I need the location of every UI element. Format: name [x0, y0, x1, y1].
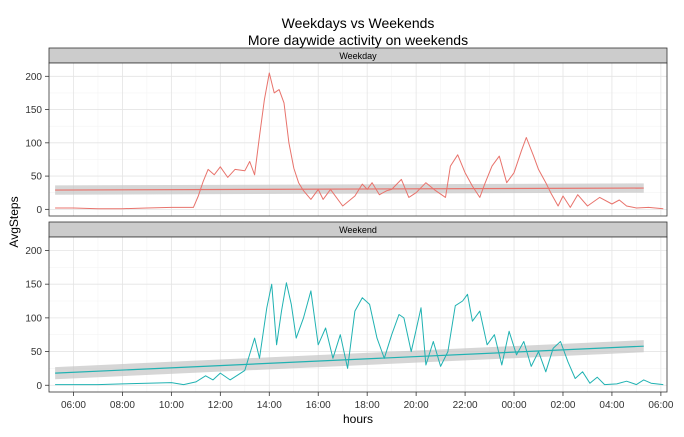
- x-tick-label: 04:00: [599, 400, 624, 411]
- smooth-trend-line: [55, 345, 644, 374]
- facet-panels: Weekday 0 50 100 150 200 Weekend 0 50 100 150 200 06…: [25, 47, 674, 411]
- x-tick-label: 12:00: [208, 400, 233, 411]
- x-tick-label: 14:00: [257, 400, 282, 411]
- x-tick-label: 16:00: [306, 400, 331, 411]
- x-tick-label: 18:00: [355, 400, 380, 411]
- y-tick-label: 100: [25, 313, 42, 324]
- chart-subtitle: More daywide activity on weekends: [248, 32, 468, 48]
- y-axis-label: AvgSteps: [7, 196, 21, 247]
- y-tick-label: 0: [36, 381, 42, 392]
- facet-strip-label: Weekend: [339, 225, 377, 235]
- y-tick-label: 0: [36, 205, 42, 216]
- x-tick-label: 06:00: [648, 400, 673, 411]
- x-axis-label: hours: [343, 412, 373, 426]
- series-line: [55, 282, 664, 386]
- x-tick-label: 20:00: [404, 400, 429, 411]
- panel-border: [48, 62, 668, 217]
- x-tick-label: 22:00: [453, 400, 478, 411]
- x-tick-label: 08:00: [110, 400, 135, 411]
- x-tick-label: 06:00: [61, 400, 86, 411]
- chart-title: Weekdays vs Weekends: [282, 15, 435, 31]
- y-tick-label: 150: [25, 105, 42, 116]
- y-tick-label: 150: [25, 280, 42, 291]
- y-tick-label: 50: [31, 347, 43, 358]
- y-tick-label: 200: [25, 246, 42, 257]
- facet-strip-label: Weekday: [339, 51, 377, 61]
- smooth-trend-line: [55, 187, 644, 191]
- panel-border: [48, 236, 668, 393]
- y-tick-label: 200: [25, 72, 42, 83]
- y-tick-label: 50: [31, 172, 43, 183]
- y-tick-label: 100: [25, 138, 42, 149]
- x-tick-label: 02:00: [550, 400, 575, 411]
- series-line: [55, 72, 664, 210]
- x-tick-label: 00:00: [502, 400, 527, 411]
- x-tick-label: 10:00: [159, 400, 184, 411]
